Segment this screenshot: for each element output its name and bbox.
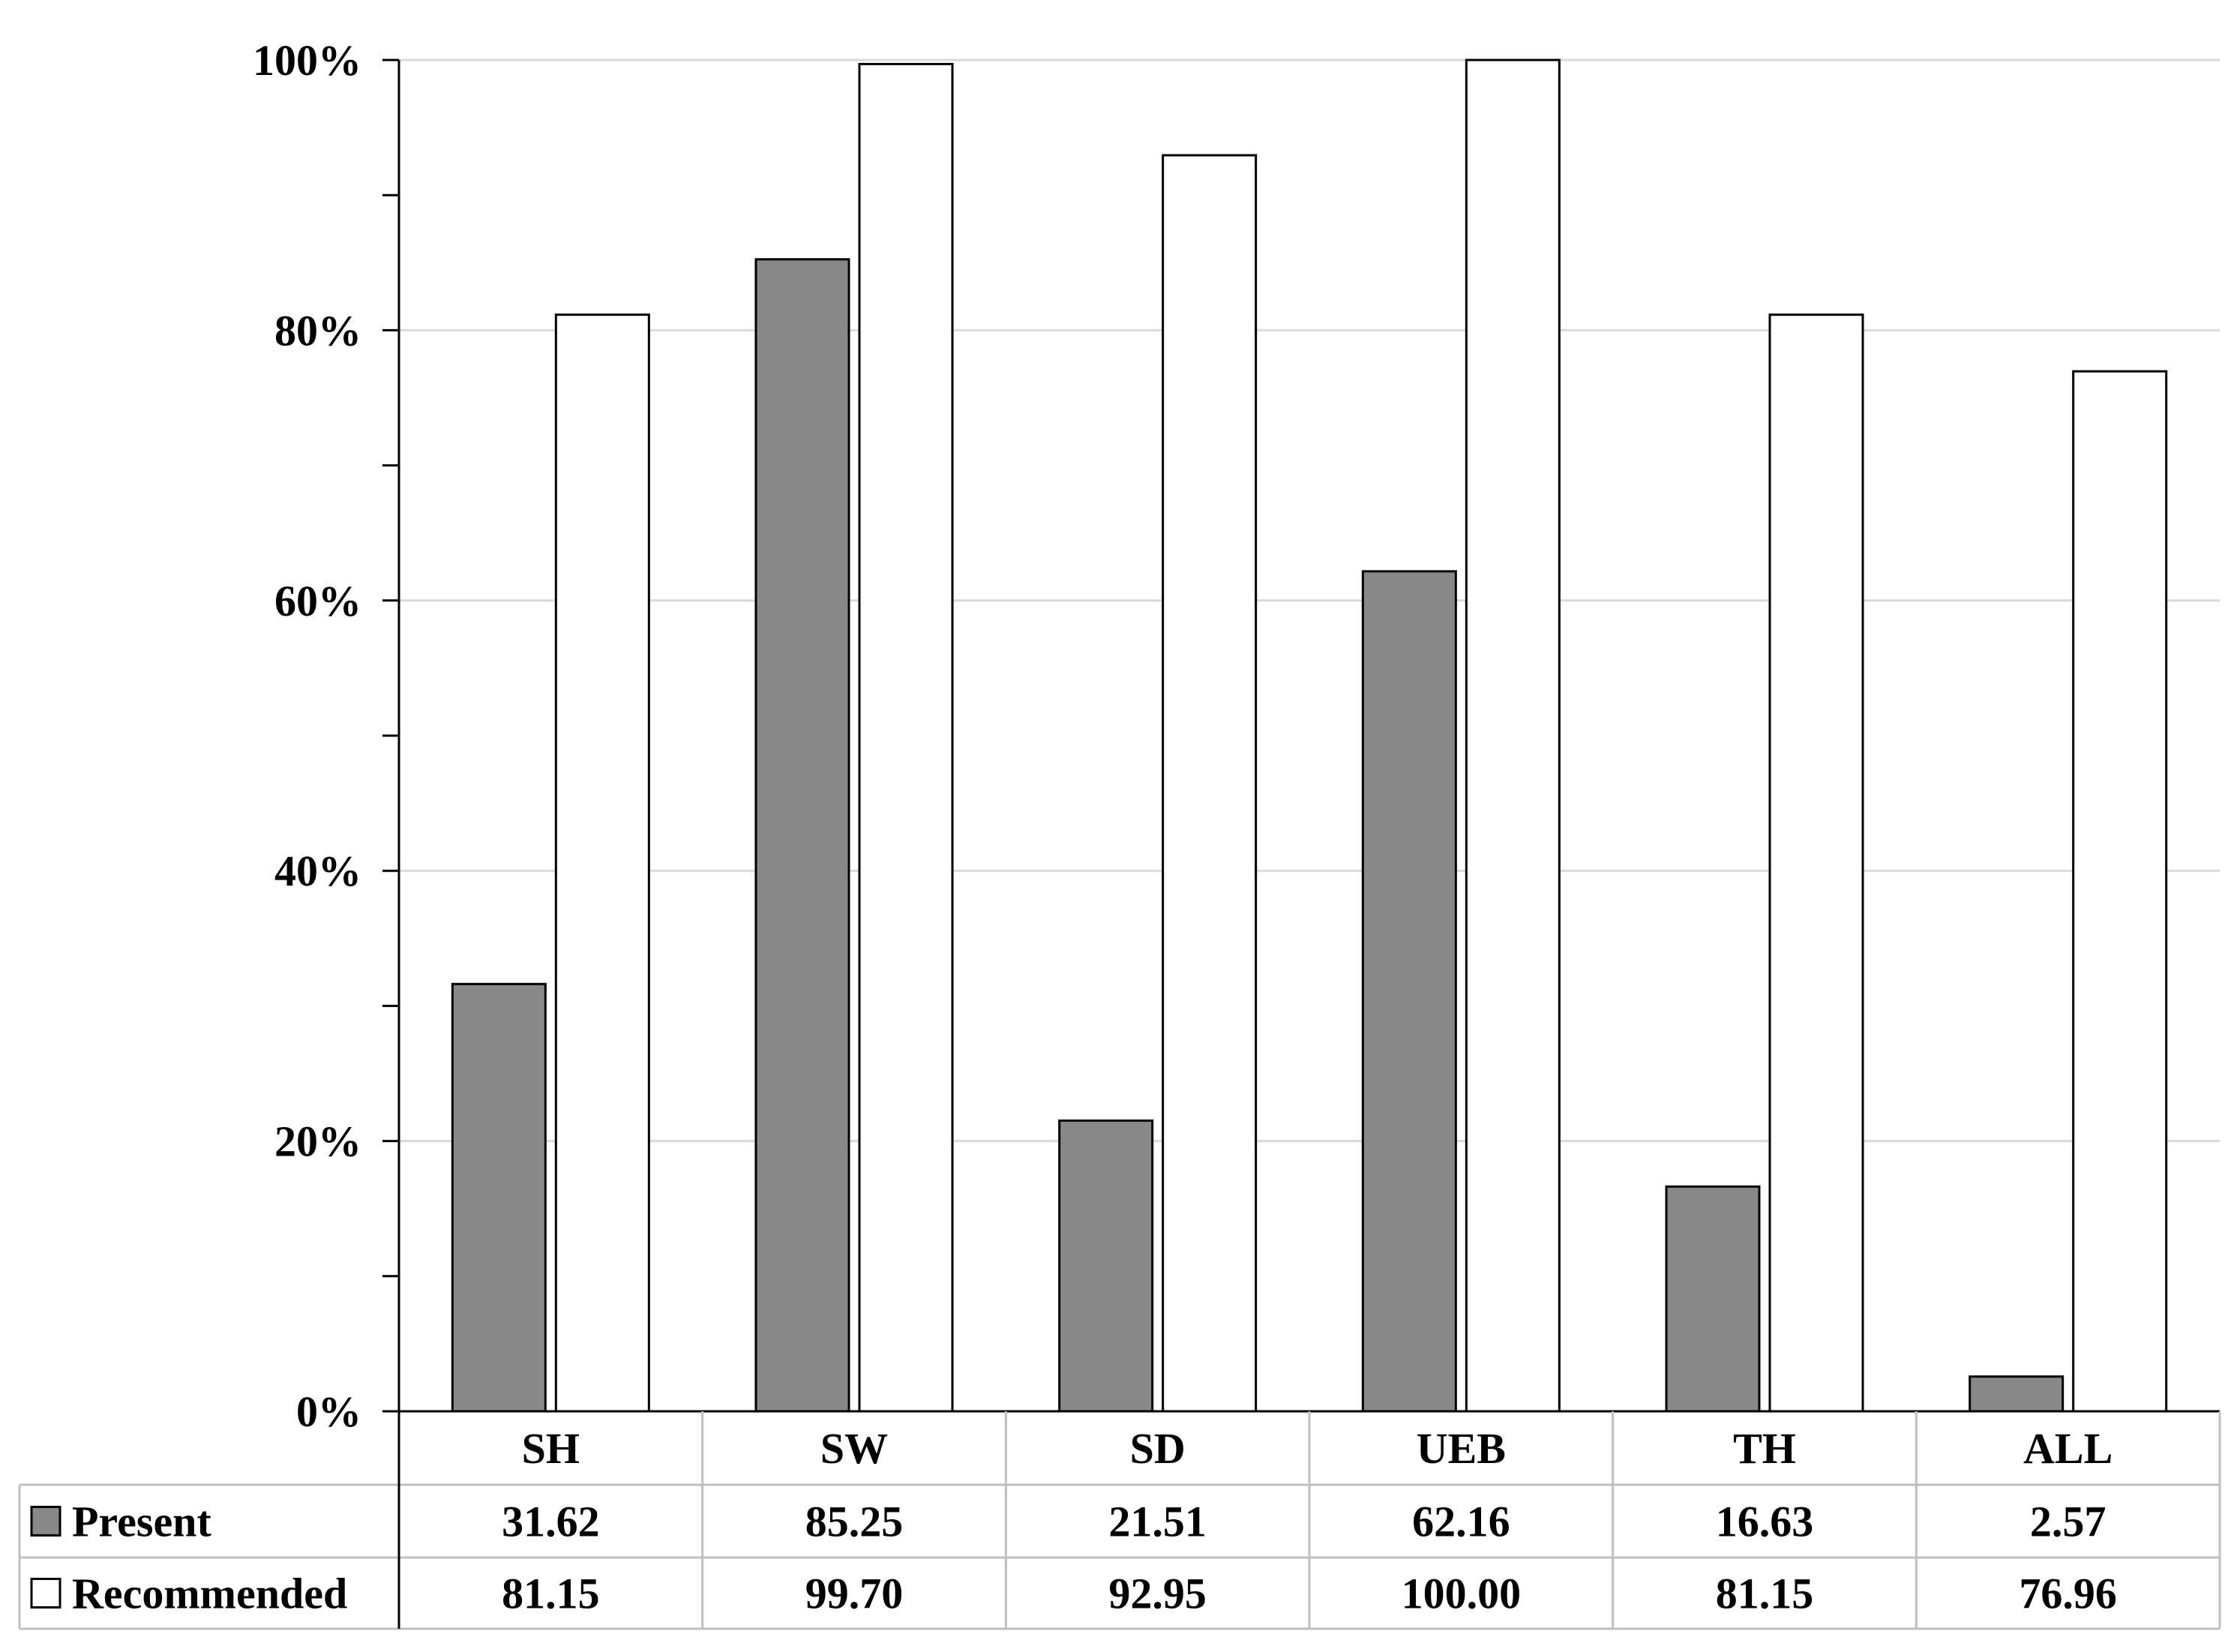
bar-recommended-ueb	[1465, 58, 1561, 1413]
category-label: SW	[820, 1424, 888, 1473]
y-tick-label: 20%	[274, 1117, 361, 1166]
legend-label-present: Present	[72, 1498, 211, 1546]
table-cell-present: 2.57	[2030, 1498, 2107, 1546]
y-tick-label: 40%	[274, 847, 361, 895]
legend-key-recommended	[30, 1578, 61, 1609]
table-cell-present: 85.25	[805, 1498, 904, 1546]
category-label: ALL	[2023, 1424, 2113, 1473]
bar-recommended-th	[1768, 313, 1864, 1413]
table-cell-present: 31.62	[502, 1498, 600, 1546]
table-cell-present: 16.63	[1716, 1498, 1814, 1546]
bar-present-sh	[451, 982, 547, 1413]
category-label: SH	[522, 1424, 580, 1473]
legend-key-present	[30, 1506, 61, 1537]
bar-present-all	[1969, 1375, 2065, 1413]
y-tick-label: 80%	[274, 306, 361, 355]
gridlines	[399, 58, 2220, 1143]
table-cell-recommended: 76.96	[2019, 1570, 2117, 1618]
y-tick-label: 100%	[253, 36, 361, 85]
category-label: UEB	[1417, 1424, 1506, 1473]
table-cell-present: 21.51	[1108, 1498, 1207, 1546]
bars	[451, 58, 2168, 1413]
bar-recommended-sd	[1162, 154, 1258, 1413]
category-label: SD	[1130, 1424, 1186, 1473]
y-axis: 0% 20% 40% 60% 80% 100%	[253, 36, 400, 1436]
legend-label-recommended: Recommended	[72, 1570, 347, 1618]
table-cell-recommended: 81.15	[502, 1570, 600, 1618]
category-label: TH	[1733, 1424, 1796, 1473]
table-cell-present: 62.16	[1412, 1498, 1510, 1546]
y-tick-label: 0%	[296, 1387, 361, 1436]
table-cell-recommended: 92.95	[1108, 1570, 1207, 1618]
bar-recommended-all	[2072, 370, 2168, 1413]
bar-present-sw	[754, 258, 850, 1413]
table-cell-recommended: 99.70	[805, 1570, 904, 1618]
bar-present-sd	[1058, 1119, 1154, 1413]
bar-present-ueb	[1361, 570, 1457, 1413]
y-tick-label: 60%	[274, 577, 361, 625]
bar-recommended-sw	[858, 62, 954, 1413]
bar-present-th	[1665, 1185, 1761, 1413]
table-cell-recommended: 100.00	[1402, 1570, 1522, 1618]
bar-recommended-sh	[554, 313, 650, 1413]
data-table: SH SW SD UEB TH ALL Present 31.62 85.25 21.51 62.1…	[18, 1410, 2221, 1630]
table-cell-recommended: 81.15	[1716, 1570, 1814, 1618]
